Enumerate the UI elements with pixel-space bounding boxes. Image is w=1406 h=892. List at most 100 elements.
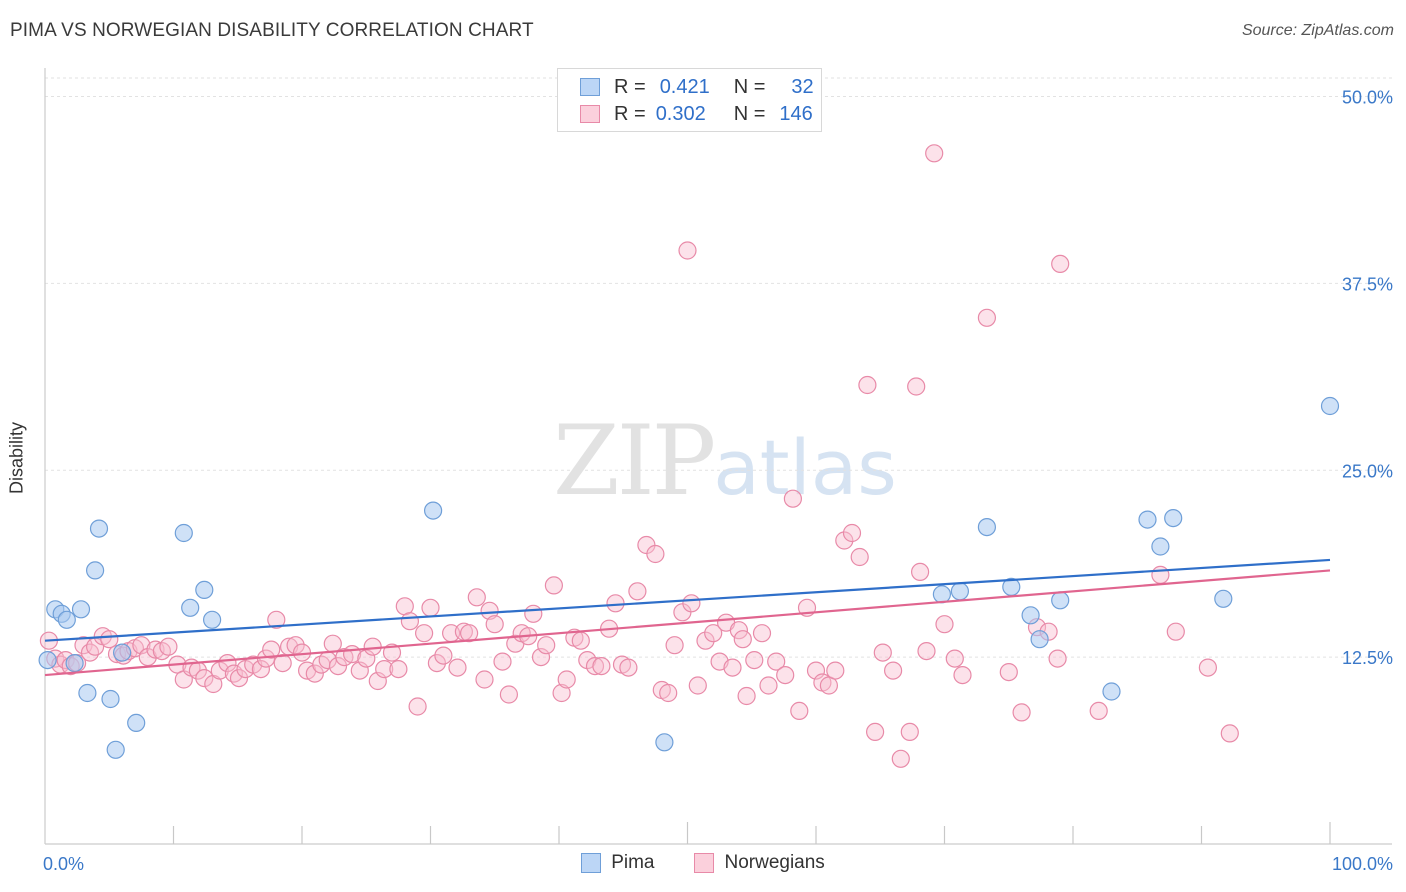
pima-point: [57, 610, 76, 629]
norwegians-point: [900, 722, 919, 742]
norwegians-point: [1048, 649, 1067, 668]
y-tick-label: 50.0%: [1342, 88, 1393, 108]
pima-point: [106, 740, 125, 759]
norwegians-point: [704, 624, 723, 643]
norwegians-point: [665, 636, 684, 655]
pima-point: [932, 585, 952, 604]
norwegians-point: [953, 665, 972, 685]
legend-n-label: N =: [733, 102, 766, 125]
norwegians-point: [480, 601, 499, 620]
legend-r-label: R =: [614, 102, 646, 125]
legend-r-label: R =: [614, 75, 646, 98]
pima-point: [85, 561, 105, 580]
y-axis-label: Disability: [6, 421, 27, 495]
y-tick-label: 25.0%: [1342, 461, 1393, 481]
norwegians-point: [1151, 565, 1170, 585]
legend-n-label: N =: [733, 75, 766, 98]
norwegians-point: [883, 661, 903, 680]
norwegians-point: [159, 637, 178, 656]
norwegians-point: [448, 658, 467, 677]
norwegians-point: [925, 144, 944, 163]
pima-point: [950, 582, 970, 601]
series-legend: Pima Norwegians: [0, 852, 1406, 874]
norwegians-point: [628, 582, 647, 601]
pima-point: [1151, 537, 1170, 556]
norwegians-point: [1198, 658, 1218, 677]
norwegians-point: [910, 562, 930, 582]
norwegians-point: [850, 547, 869, 567]
series-legend-pima[interactable]: Pima: [581, 852, 654, 874]
chart-title: PIMA VS NORWEGIAN DISABILITY CORRELATION…: [10, 20, 534, 41]
norwegians-point: [389, 659, 408, 679]
norwegians-point: [499, 685, 518, 704]
legend-swatch-pima: [580, 78, 600, 96]
norwegians-point: [776, 665, 795, 685]
watermark-zip: ZIP: [553, 405, 716, 517]
norwegians-point: [74, 636, 93, 655]
pima-point: [1021, 606, 1040, 625]
norwegians-point: [873, 643, 892, 662]
x-tick-label: 0.0%: [43, 854, 84, 874]
norwegians-label: Norwegians: [724, 852, 825, 873]
norwegians-point: [678, 241, 697, 260]
norwegians-point: [733, 630, 752, 649]
pima-point: [101, 689, 120, 709]
norwegians-point: [783, 489, 803, 508]
norwegians-point: [552, 683, 571, 703]
norwegians-point: [1012, 703, 1031, 722]
norwegians-point: [273, 653, 292, 673]
legend-row-norwegians: R = 0.302 N = 146: [580, 102, 813, 126]
norwegians-point: [421, 598, 440, 617]
pima-point: [1102, 682, 1121, 701]
norwegians-point: [1220, 724, 1239, 743]
norwegians-point: [382, 643, 402, 662]
norwegians-point: [619, 658, 638, 677]
pima-point: [195, 580, 214, 600]
norwegians-point: [891, 749, 910, 768]
norwegians-point: [835, 531, 854, 550]
norwegians-point: [865, 722, 885, 742]
pima-point: [424, 501, 443, 520]
norwegians-point: [977, 308, 997, 327]
norwegians-point: [585, 656, 605, 676]
norwegians-point: [945, 649, 964, 668]
pima-point: [89, 519, 109, 538]
norwegians-point: [100, 630, 119, 649]
norwegians-point: [917, 641, 936, 661]
pima-point: [1030, 630, 1049, 649]
norwegians-point: [858, 375, 877, 395]
norwegians-swatch: [694, 853, 715, 873]
norwegians-point: [229, 668, 249, 688]
pima-point: [127, 713, 146, 733]
norwegians-point: [790, 701, 809, 721]
norwegians-point: [195, 668, 214, 688]
norwegians-point: [688, 676, 707, 695]
norwegians-point: [935, 615, 954, 634]
norwegians-point: [592, 656, 611, 676]
norwegians-point: [745, 650, 764, 670]
norwegians-point: [826, 661, 845, 680]
norwegians-point: [467, 588, 486, 607]
watermark: ZIPatlas: [553, 405, 897, 517]
legend-row-pima: R = 0.421 N = 32: [580, 75, 814, 99]
norwegians-point: [251, 659, 270, 679]
norwegians-point: [1166, 622, 1185, 641]
pima-swatch: [581, 853, 602, 873]
norwegians-point: [682, 594, 701, 613]
pima-point: [1214, 589, 1233, 608]
pima-label: Pima: [611, 852, 655, 873]
norwegians-point: [400, 612, 419, 631]
pima-point: [977, 517, 997, 537]
pima-point: [655, 733, 674, 752]
pima-trend-line: [44, 558, 1331, 642]
legend-r-value: 0.421: [659, 75, 710, 98]
norwegians-point: [737, 686, 756, 706]
pima-point: [181, 598, 200, 617]
correlation-legend: R = 0.421 N = 32 R = 0.302 N = 146: [557, 68, 822, 132]
norwegians-point: [408, 697, 427, 716]
norwegians-point: [723, 658, 742, 677]
norwegians-point: [375, 659, 394, 679]
pima-point: [78, 683, 97, 703]
pima-point: [1164, 508, 1183, 528]
series-legend-norwegians[interactable]: Norwegians: [694, 852, 825, 874]
